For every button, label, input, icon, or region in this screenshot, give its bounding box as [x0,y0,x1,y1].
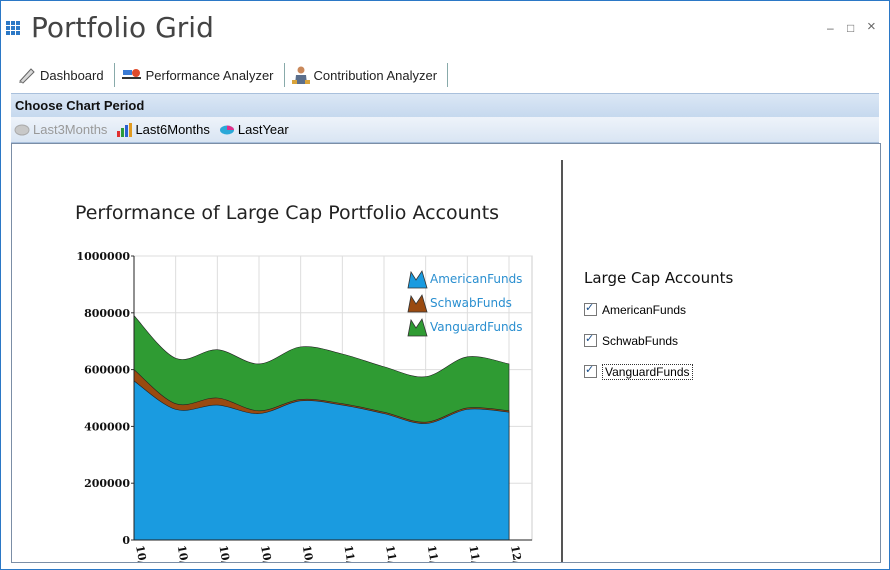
schwab-funds-checkbox[interactable]: SchwabFunds [584,332,733,349]
tab-strip: Dashboard Performance Analyzer Contribut… [11,63,449,89]
checkbox-label: AmericanFunds [602,302,687,317]
checkbox-box[interactable] [584,363,597,378]
x-tick-label: 11/ [466,544,482,562]
legend-label: SchwabFunds [430,296,512,310]
checkbox-label: SchwabFunds [602,333,679,348]
americanfunds-area [133,380,510,541]
lastyear-label: LastYear [237,122,289,137]
x-tick-label: 10/ [216,544,232,562]
x-tick-label: 11/ [341,544,357,562]
y-tick-label: 400000 [84,420,130,433]
title-bar: Portfolio Grid – □ × [1,1,889,59]
checkbox-label: VanguardFunds [602,363,693,380]
panel-splitter[interactable] [561,160,563,562]
last3months-button[interactable]: Last3Months [14,122,107,137]
legend-label: AmericanFunds [430,272,522,286]
tab-dashboard[interactable]: Dashboard [11,63,115,87]
x-tick-label: 11/ [425,544,441,562]
tab-label: Performance Analyzer [145,67,274,83]
x-tick-label: 10/ [133,544,149,562]
maximize-button[interactable]: □ [847,21,855,35]
area-chart: 0 200000 400000 600000 800000 1000000 10/10/10… [76,250,533,562]
grid-icon [6,21,20,35]
y-tick-label: 600000 [84,364,130,377]
accounts-title: Large Cap Accounts [584,269,734,287]
last6months-label: Last6Months [135,122,210,137]
y-tick-label: 800000 [84,307,130,320]
y-tick-label: 0 [122,534,130,547]
analyzer-icon [121,69,141,79]
tab-label: Dashboard [40,67,104,83]
x-tick-label: 10/ [258,544,274,562]
legend-swatch-icon [407,318,428,337]
last6months-button[interactable]: Last6Months [116,122,210,137]
tab-contribution-analyzer[interactable]: Contribution Analyzer [285,63,449,87]
tab-label: Contribution Analyzer [313,67,438,83]
checkbox-box[interactable] [584,332,597,347]
content-area: Performance of Large Cap Portfolio Accou… [11,143,881,563]
lastyear-button[interactable]: LastYear [219,122,289,137]
legend-swatch-icon [407,294,428,313]
person-icon [291,66,310,84]
checkbox-box[interactable] [584,301,597,316]
pie-chart-icon [219,125,234,134]
vanguard-funds-checkbox[interactable]: VanguardFunds [584,363,733,380]
period-header: Choose Chart Period [11,93,879,118]
american-funds-checkbox[interactable]: AmericanFunds [584,301,733,318]
close-button[interactable]: × [867,18,876,35]
x-tick-label: 12/ [508,544,524,562]
bar-chart-icon [117,122,133,137]
accounts-panel: Large Cap Accounts AmericanFunds SchwabF… [584,269,733,394]
legend-swatch-icon [407,270,428,289]
chart-title: Performance of Large Cap Portfolio Accou… [74,202,500,224]
period-toolbar: Last3Months Last6Months LastYear [11,117,879,143]
y-tick-label: 1000000 [76,250,130,263]
last3months-label: Last3Months [33,122,108,137]
window-title: Portfolio Grid [31,11,214,44]
x-tick-label: 11/ [383,544,399,562]
disk-icon [14,124,30,135]
minimize-button[interactable]: – [827,21,834,35]
tab-performance-analyzer[interactable]: Performance Analyzer [115,63,285,87]
y-tick-label: 200000 [84,477,130,490]
legend-label: VanguardFunds [430,320,522,334]
x-tick-label: 10/ [175,544,191,562]
period-header-label: Choose Chart Period [15,98,145,113]
x-tick-label: 10/ [300,544,316,562]
pencil-icon [19,68,35,84]
